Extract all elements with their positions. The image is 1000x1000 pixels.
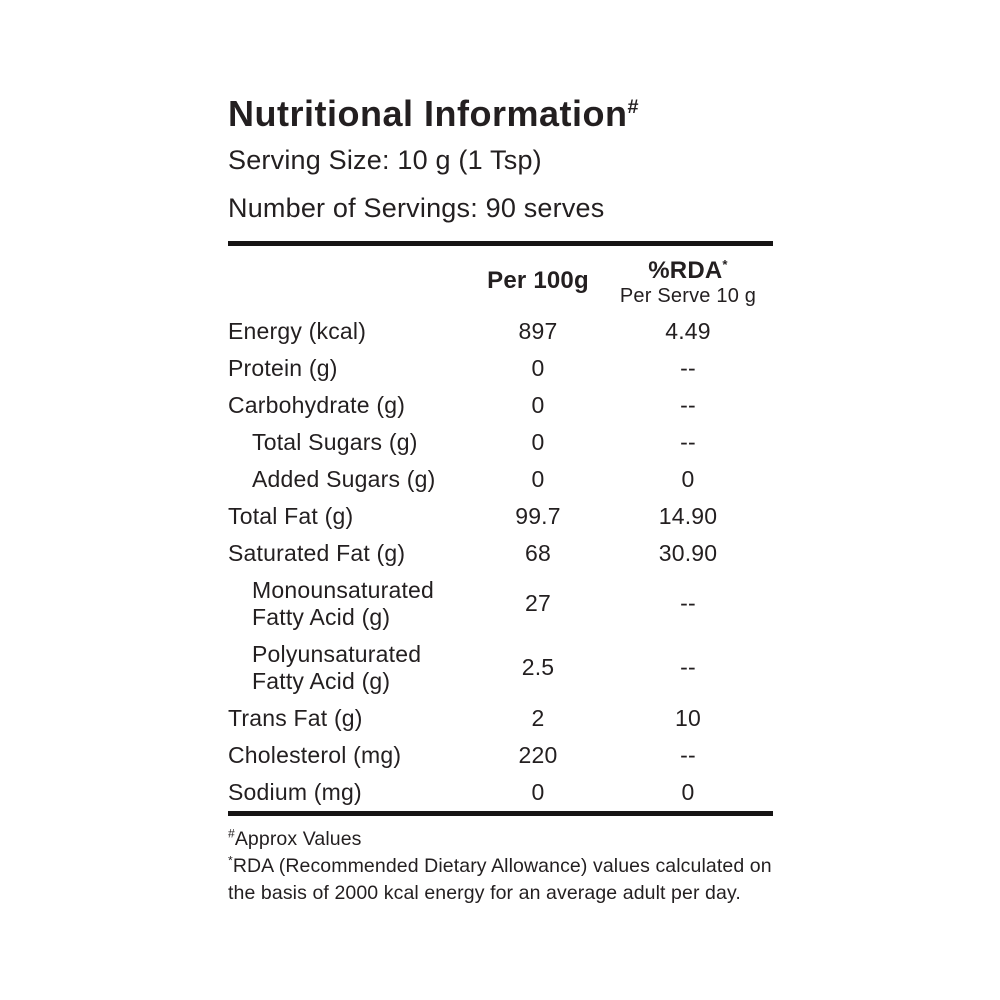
table-row: Saturated Fat (g) 68 30.90 <box>228 535 773 572</box>
rda-header-text: %RDA <box>648 256 723 284</box>
row-value-per-100g: 0 <box>531 778 545 805</box>
row-value-per-100g: 0 <box>531 354 545 381</box>
row-value-rda: 10 <box>675 704 701 731</box>
row-value-per-100g: 0 <box>531 465 545 492</box>
row-label: Carbohydrate (g) <box>228 391 406 418</box>
row-value-per-100g: 27 <box>525 590 551 617</box>
column-header-rda: %RDA* Per Serve 10 g <box>603 256 773 307</box>
row-value-per-100g: 2.5 <box>521 654 555 681</box>
row-value-rda: -- <box>680 391 696 418</box>
row-label: Total Sugars (g) <box>252 428 418 455</box>
row-value-rda: 14.90 <box>658 502 718 529</box>
table-bottom-rule <box>228 810 773 816</box>
title-superscript: # <box>627 96 639 118</box>
table-row: Monounsaturated Fatty Acid (g) 27 -- <box>228 572 773 636</box>
footnote-approx-text: Approx Values <box>234 827 362 850</box>
table-row: Total Fat (g) 99.7 14.90 <box>228 498 773 535</box>
row-label: Added Sugars (g) <box>252 465 436 492</box>
table-row: Cholesterol (mg) 220 -- <box>228 737 773 774</box>
table-body: Energy (kcal) 897 4.49 Protein (g) 0 -- Carboh… <box>228 313 773 811</box>
table-top-rule <box>228 240 773 246</box>
row-label: Total Fat (g) <box>228 502 354 529</box>
row-value-per-100g: 0 <box>531 428 545 455</box>
table-header-row: Per 100g %RDA* Per Serve 10 g <box>228 246 773 313</box>
row-label: Polyunsaturated Fatty Acid (g) <box>252 640 422 694</box>
row-value-per-100g: 897 <box>518 317 558 344</box>
row-label: Cholesterol (mg) <box>228 741 402 768</box>
table-row: Trans Fat (g) 2 10 <box>228 700 773 737</box>
rda-subheader: Per Serve 10 g <box>619 284 757 307</box>
row-value-rda: 0 <box>681 778 695 805</box>
row-value-rda: -- <box>680 590 696 617</box>
page-title-text: Nutritional Information <box>228 93 628 134</box>
row-value-per-100g: 99.7 <box>515 502 561 529</box>
table-row: Energy (kcal) 897 4.49 <box>228 313 773 350</box>
footnote-approx-superscript: # <box>228 826 235 841</box>
column-header-per-100g: Per 100g <box>487 266 589 294</box>
panel-content: Nutritional Information# Serving Size: 1… <box>228 94 773 906</box>
row-label: Sodium (mg) <box>228 778 362 805</box>
table-row: Carbohydrate (g) 0 -- <box>228 387 773 424</box>
footnote-rda-superscript: * <box>228 853 233 868</box>
page-title: Nutritional Information# <box>228 94 773 134</box>
row-value-rda: -- <box>680 654 696 681</box>
serving-size-text: Serving Size: 10 g (1 Tsp) <box>228 144 542 175</box>
table-row: Total Sugars (g) 0 -- <box>228 424 773 461</box>
row-label: Protein (g) <box>228 354 338 381</box>
table-row: Sodium (mg) 0 0 <box>228 774 773 811</box>
row-label: Energy (kcal) <box>228 317 367 344</box>
row-value-per-100g: 68 <box>525 539 551 566</box>
rda-superscript: * <box>722 256 728 272</box>
row-value-rda: 4.49 <box>665 317 711 344</box>
row-label: Monounsaturated Fatty Acid (g) <box>252 576 435 630</box>
row-value-rda: 30.90 <box>658 539 718 566</box>
footnotes: #Approx Values *RDA (Recommended Dietary… <box>228 826 784 907</box>
row-label: Saturated Fat (g) <box>228 539 406 566</box>
row-value-rda: -- <box>680 428 696 455</box>
row-value-per-100g: 2 <box>531 704 545 731</box>
footnote-approx: #Approx Values <box>228 826 784 853</box>
table-row: Added Sugars (g) 0 0 <box>228 461 773 498</box>
row-value-rda: 0 <box>681 465 695 492</box>
rda-header-line: %RDA* <box>603 256 773 284</box>
row-value-rda: -- <box>680 741 696 768</box>
row-value-rda: -- <box>680 354 696 381</box>
number-of-servings-text: Number of Servings: 90 serves <box>228 192 605 223</box>
nutrition-table: Per 100g %RDA* Per Serve 10 g Energy (kc… <box>228 246 773 811</box>
table-row: Protein (g) 0 -- <box>228 350 773 387</box>
table-row: Polyunsaturated Fatty Acid (g) 2.5 -- <box>228 636 773 700</box>
row-value-per-100g: 220 <box>518 741 558 768</box>
header-spacer <box>228 258 473 268</box>
footnote-rda-text: RDA (Recommended Dietary Allowance) valu… <box>228 854 772 904</box>
row-value-per-100g: 0 <box>531 391 545 418</box>
footnote-rda: *RDA (Recommended Dietary Allowance) val… <box>228 853 784 907</box>
row-label: Trans Fat (g) <box>228 704 363 731</box>
